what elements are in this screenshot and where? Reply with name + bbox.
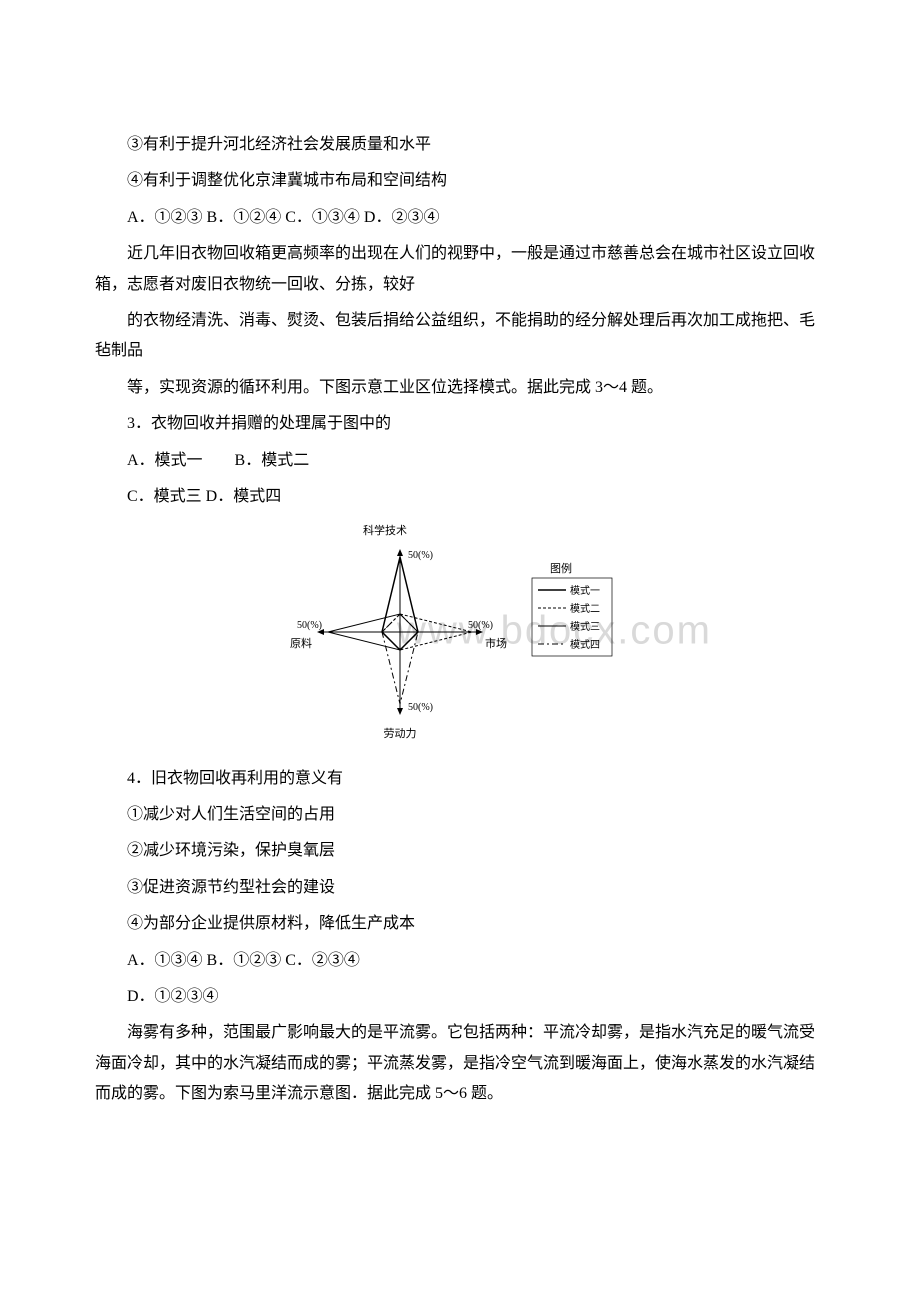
question-3: 3．衣物回收并捐赠的处理属于图中的 — [95, 409, 825, 439]
question-4: 4．旧衣物回收再利用的意义有 — [95, 764, 825, 794]
q3-options-ab: A．模式一 B．模式二 — [95, 446, 825, 476]
svg-text:图例: 图例 — [550, 561, 572, 575]
svg-text:科学技术: 科学技术 — [363, 523, 407, 537]
svg-text:模式一: 模式一 — [570, 584, 600, 597]
svg-text:50(%): 50(%) — [408, 550, 433, 561]
statement-3: ③有利于提升河北经济社会发展质量和水平 — [95, 130, 825, 160]
svg-text:50(%): 50(%) — [468, 620, 493, 631]
svg-text:模式三: 模式三 — [570, 620, 600, 633]
svg-text:模式二: 模式二 — [570, 602, 600, 615]
q4-statement-2: ②减少环境污染，保护臭氧层 — [95, 836, 825, 866]
q4-statement-3: ③促进资源节约型社会的建设 — [95, 873, 825, 903]
svg-text:50(%): 50(%) — [297, 620, 322, 631]
statement-4: ④有利于调整优化京津冀城市布局和空间结构 — [95, 166, 825, 196]
q4-options-abc: A．①③④ B．①②③ C．②③④ — [95, 946, 825, 976]
passage-2: 海雾有多种，范围最广影响最大的是平流雾。它包括两种：平流冷却雾，是指水汽充足的暖… — [95, 1018, 825, 1109]
svg-text:50(%): 50(%) — [408, 702, 433, 713]
svg-text:原料: 原料 — [290, 636, 312, 650]
radar-chart-container: www.bdocx.com 科学技术市场劳动力原料50(%)50(%)50(%)… — [95, 522, 825, 753]
options-q2: A．①②③ B．①②④ C．①③④ D．②③④ — [95, 203, 825, 233]
svg-text:模式四: 模式四 — [570, 638, 600, 651]
q3-options-cd: C．模式三 D．模式四 — [95, 482, 825, 512]
radar-chart: 科学技术市场劳动力 原料 50(%) 50(%) 50(%) 50(%) 图例模式一模式二模… — [280, 522, 640, 742]
q4-options-d: D．①②③④ — [95, 982, 825, 1012]
q4-statement-4: ④为部分企业提供原材料，降低生产成本 — [95, 909, 825, 939]
passage-1a: 近几年旧衣物回收箱更高频率的出现在人们的视野中，一般是通过市慈善总会在城市社区设… — [95, 239, 825, 300]
svg-text:市场: 市场 — [485, 636, 507, 650]
passage-1b: 的衣物经清洗、消毒、熨烫、包装后捐给公益组织，不能捐助的经分解处理后再次加工成拖… — [95, 306, 825, 367]
passage-1c: 等，实现资源的循环利用。下图示意工业区位选择模式。据此完成 3～4 题。 — [95, 373, 825, 403]
q4-statement-1: ①减少对人们生活空间的占用 — [95, 800, 825, 830]
svg-text:劳动力: 劳动力 — [384, 727, 417, 740]
